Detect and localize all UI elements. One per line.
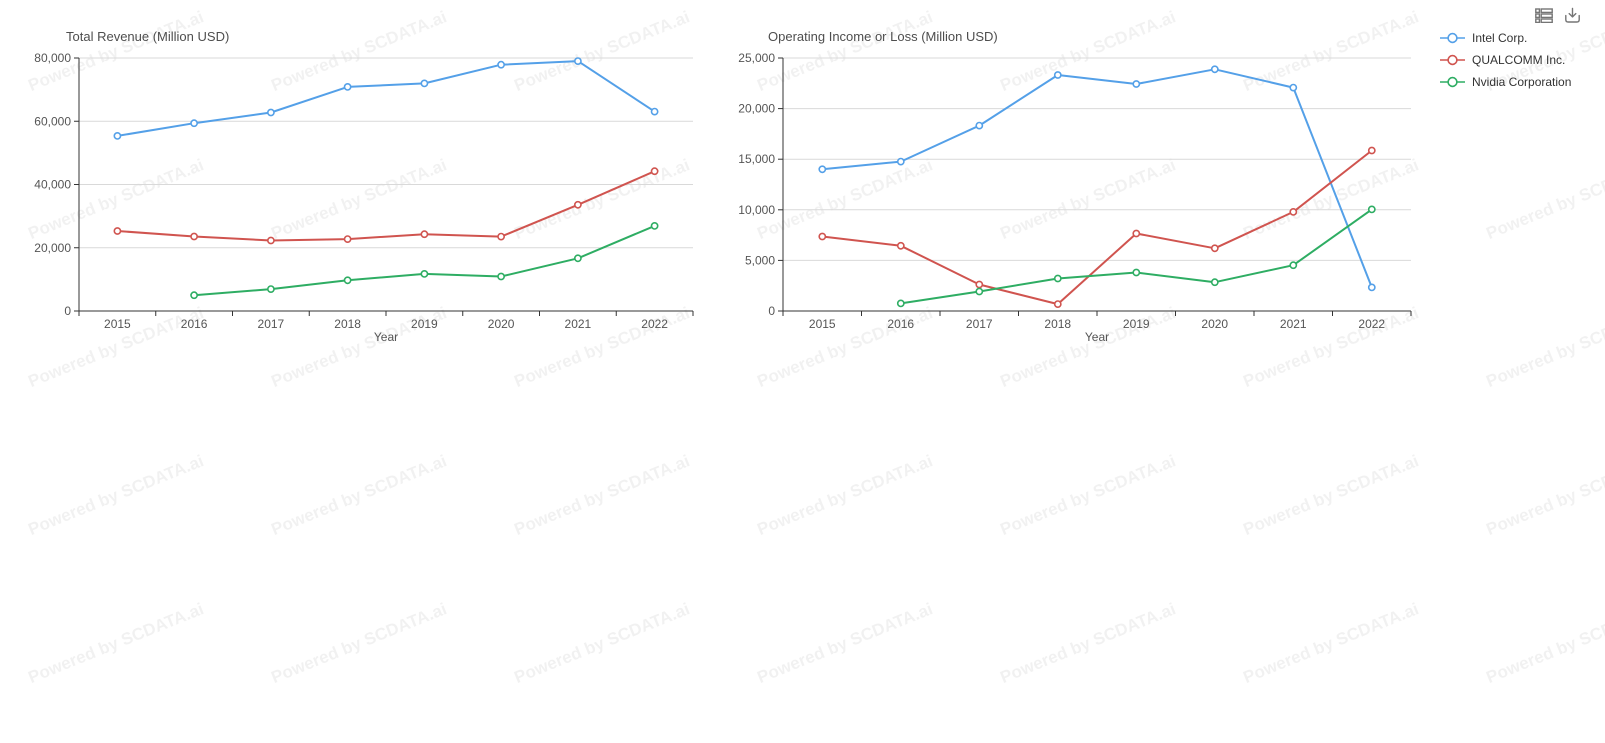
intel-corp-point-2022[interactable] xyxy=(650,107,659,116)
intel-corp-point-2021[interactable] xyxy=(574,57,582,65)
intel-corp-point-2016[interactable] xyxy=(190,119,198,128)
nvidia-corporation-point-2021[interactable] xyxy=(574,254,582,263)
nvidia-corporation-point-2019[interactable] xyxy=(420,269,429,278)
intel-corp-point-2015[interactable] xyxy=(818,165,827,174)
qualcomm-inc-point-2020[interactable] xyxy=(497,232,505,241)
intel-corp-point-2020[interactable] xyxy=(497,60,505,69)
nvidia-corporation-point-2020[interactable] xyxy=(497,272,505,281)
y-tick-label: 20,000 xyxy=(34,241,71,255)
qualcomm-inc-point-2017[interactable] xyxy=(975,280,984,289)
y-tick-label: 80,000 xyxy=(34,51,71,65)
qualcomm-inc-line xyxy=(821,149,1373,306)
intel-corp-point-2019[interactable] xyxy=(420,79,429,88)
x-tick-label: 2018 xyxy=(334,317,361,331)
legend-item-intel-corp[interactable]: Intel Corp. xyxy=(1440,30,1571,45)
toolbox xyxy=(1535,6,1581,24)
y-tick-label: 20,000 xyxy=(738,102,775,116)
qualcomm-inc-point-2022[interactable] xyxy=(650,167,659,176)
revenue-xaxis-name: Year xyxy=(373,330,399,344)
qualcomm-inc-point-2018[interactable] xyxy=(1053,300,1062,308)
intel-corp-point-2018[interactable] xyxy=(343,83,352,91)
x-tick-label: 2019 xyxy=(1123,317,1150,331)
nvidia-corporation-point-2021[interactable] xyxy=(1289,261,1298,270)
nvidia-corporation-point-2016[interactable] xyxy=(896,299,905,308)
qualcomm-inc-point-2020[interactable] xyxy=(1210,244,1219,253)
operating-income-chart-title: Operating Income or Loss (Million USD) xyxy=(768,29,998,44)
intel-corp-point-2020[interactable] xyxy=(1210,65,1219,74)
intel-corp-point-2022[interactable] xyxy=(1367,283,1376,292)
x-tick-label: 2022 xyxy=(1358,317,1385,331)
intel-corp-point-2016[interactable] xyxy=(896,157,905,166)
nvidia-corporation-point-2019[interactable] xyxy=(1132,268,1141,277)
qualcomm-inc-point-2016[interactable] xyxy=(190,232,198,241)
x-tick-label: 2015 xyxy=(809,317,836,331)
nvidia-corporation-point-2022[interactable] xyxy=(650,221,659,230)
y-tick-label: 60,000 xyxy=(34,114,71,128)
qualcomm-inc-point-2015[interactable] xyxy=(818,232,827,241)
y-tick-label: 40,000 xyxy=(34,178,71,192)
intel-corp-point-2015[interactable] xyxy=(113,131,122,140)
qualcomm-inc-line xyxy=(116,170,656,242)
nvidia-corporation-point-2017[interactable] xyxy=(975,287,984,296)
nvidia-corporation-point-2018[interactable] xyxy=(343,276,352,285)
qualcomm-inc-point-2019[interactable] xyxy=(420,230,429,239)
x-tick-label: 2020 xyxy=(488,317,515,331)
total-revenue-chart-title: Total Revenue (Million USD) xyxy=(66,29,230,44)
x-tick-label: 2016 xyxy=(887,317,914,331)
download-icon[interactable] xyxy=(1563,6,1581,24)
qualcomm-inc-point-2018[interactable] xyxy=(343,235,352,243)
intel-corp-line xyxy=(116,60,656,137)
qualcomm-inc-point-2021[interactable] xyxy=(574,200,582,209)
x-tick-label: 2018 xyxy=(1044,317,1071,331)
legend-label: Nvidia Corporation xyxy=(1472,74,1572,89)
intel-corp-point-2017[interactable] xyxy=(266,108,275,117)
nvidia-corporation-point-2022[interactable] xyxy=(1367,205,1376,214)
x-tick-label: 2017 xyxy=(258,317,285,331)
qualcomm-inc-point-2016[interactable] xyxy=(896,241,905,250)
legend-label: QUALCOMM Inc. xyxy=(1472,52,1566,67)
nvidia-corporation-point-2018[interactable] xyxy=(1053,274,1062,283)
intel-corp-point-2017[interactable] xyxy=(975,121,984,130)
x-tick-label: 2019 xyxy=(411,317,438,331)
y-tick-label: 0 xyxy=(64,304,71,318)
legend-label: Intel Corp. xyxy=(1472,30,1528,45)
intel-corp-point-2019[interactable] xyxy=(1132,80,1141,88)
data-view-icon[interactable] xyxy=(1535,6,1553,24)
intel-corp-line xyxy=(821,68,1373,289)
chart-0: 0 20,000 40,000 60,000 80,000 2015 2016 2017 201… xyxy=(34,51,694,331)
x-tick-label: 2017 xyxy=(966,317,993,331)
x-tick-label: 2021 xyxy=(565,317,592,331)
legend: Intel Corp. QUALCOMM Inc. Nvidia Corporati… xyxy=(1440,31,1571,97)
nvidia-corporation-line xyxy=(899,208,1373,305)
intel-corp-point-2021[interactable] xyxy=(1289,83,1298,92)
nvidia-corporation-point-2017[interactable] xyxy=(266,285,275,293)
legend-line-marker-icon xyxy=(1440,76,1465,87)
operating-income-xaxis-name: Year xyxy=(1084,330,1110,344)
y-tick-label: 10,000 xyxy=(738,203,775,217)
qualcomm-inc-point-2017[interactable] xyxy=(266,236,275,245)
x-tick-label: 2021 xyxy=(1280,317,1307,331)
legend-item-qualcomm-inc[interactable]: QUALCOMM Inc. xyxy=(1440,52,1571,67)
y-tick-label: 0 xyxy=(768,304,775,318)
y-tick-label: 25,000 xyxy=(738,51,775,65)
legend-line-marker-icon xyxy=(1440,32,1465,43)
qualcomm-inc-point-2015[interactable] xyxy=(113,227,122,235)
chart-1: 0 5,000 10,000 15,000 20,000 25,000 2015 2016 20… xyxy=(738,51,1412,331)
qualcomm-inc-point-2021[interactable] xyxy=(1289,207,1298,216)
x-tick-label: 2015 xyxy=(104,317,131,331)
intel-corp-point-2018[interactable] xyxy=(1053,71,1062,79)
nvidia-corporation-point-2020[interactable] xyxy=(1210,278,1219,287)
legend-item-nvidia-corporation[interactable]: Nvidia Corporation xyxy=(1440,74,1572,89)
y-tick-label: 5,000 xyxy=(745,253,775,267)
legend-line-marker-icon xyxy=(1440,54,1465,65)
y-tick-label: 15,000 xyxy=(738,152,775,166)
x-tick-label: 2020 xyxy=(1201,317,1228,331)
qualcomm-inc-point-2019[interactable] xyxy=(1132,229,1141,238)
qualcomm-inc-point-2022[interactable] xyxy=(1367,146,1376,155)
x-tick-label: 2016 xyxy=(181,317,208,331)
x-tick-label: 2022 xyxy=(641,317,668,331)
nvidia-corporation-point-2016[interactable] xyxy=(190,291,198,300)
